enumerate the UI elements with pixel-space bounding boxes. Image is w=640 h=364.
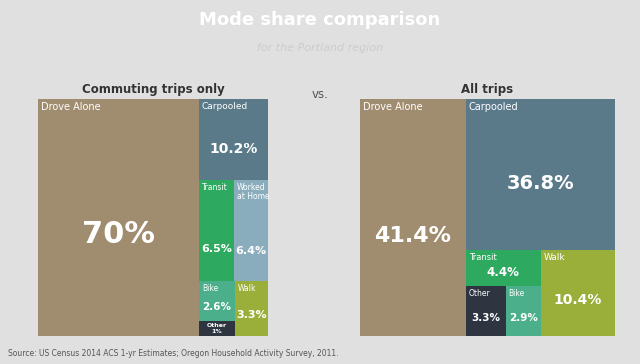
Bar — [38, 99, 199, 336]
Text: Walk: Walk — [238, 285, 257, 293]
Bar — [235, 281, 268, 336]
Text: Drove Alone: Drove Alone — [41, 102, 100, 112]
Text: 10.2%: 10.2% — [209, 142, 258, 156]
Text: 36.8%: 36.8% — [506, 174, 574, 193]
Text: Other
1%: Other 1% — [207, 323, 227, 334]
Bar — [199, 321, 235, 336]
Text: Commuting trips only: Commuting trips only — [82, 83, 225, 95]
Text: Other: Other — [468, 289, 490, 298]
Text: All trips: All trips — [461, 83, 513, 95]
Text: 41.4%: 41.4% — [374, 226, 451, 246]
Text: 6.4%: 6.4% — [236, 246, 266, 256]
Text: vs.: vs. — [312, 87, 328, 100]
Text: Bike: Bike — [202, 285, 218, 293]
Text: Transit: Transit — [468, 253, 497, 262]
Text: 3.3%: 3.3% — [471, 313, 500, 323]
Bar — [360, 99, 465, 336]
Text: Source: US Census 2014 ACS 1-yr Estimates; Oregon Household Activity Survey, 201: Source: US Census 2014 ACS 1-yr Estimate… — [8, 349, 339, 358]
Text: Drove Alone: Drove Alone — [363, 102, 422, 112]
Bar — [541, 250, 615, 336]
Text: Walk: Walk — [544, 253, 566, 262]
Text: 2.6%: 2.6% — [202, 302, 232, 312]
Text: 2.9%: 2.9% — [509, 313, 538, 323]
Text: 4.4%: 4.4% — [487, 266, 520, 278]
Text: Worked
at Home: Worked at Home — [237, 183, 269, 201]
Text: 70%: 70% — [82, 219, 155, 249]
Bar — [199, 281, 235, 321]
Bar — [465, 286, 506, 336]
Text: for the Portland region: for the Portland region — [257, 43, 383, 54]
Bar — [506, 286, 541, 336]
Bar — [199, 99, 268, 179]
Text: Bike: Bike — [509, 289, 525, 298]
Bar — [465, 250, 541, 286]
Bar — [199, 179, 234, 281]
Text: 10.4%: 10.4% — [554, 293, 602, 307]
Text: Carpooled: Carpooled — [468, 102, 518, 112]
Text: Mode share comparison: Mode share comparison — [200, 11, 440, 29]
Text: 6.5%: 6.5% — [201, 244, 232, 254]
Text: Transit: Transit — [202, 183, 228, 191]
Bar — [465, 99, 615, 250]
Text: Carpooled: Carpooled — [202, 102, 248, 111]
Text: 3.3%: 3.3% — [236, 310, 267, 320]
Bar — [234, 179, 268, 281]
